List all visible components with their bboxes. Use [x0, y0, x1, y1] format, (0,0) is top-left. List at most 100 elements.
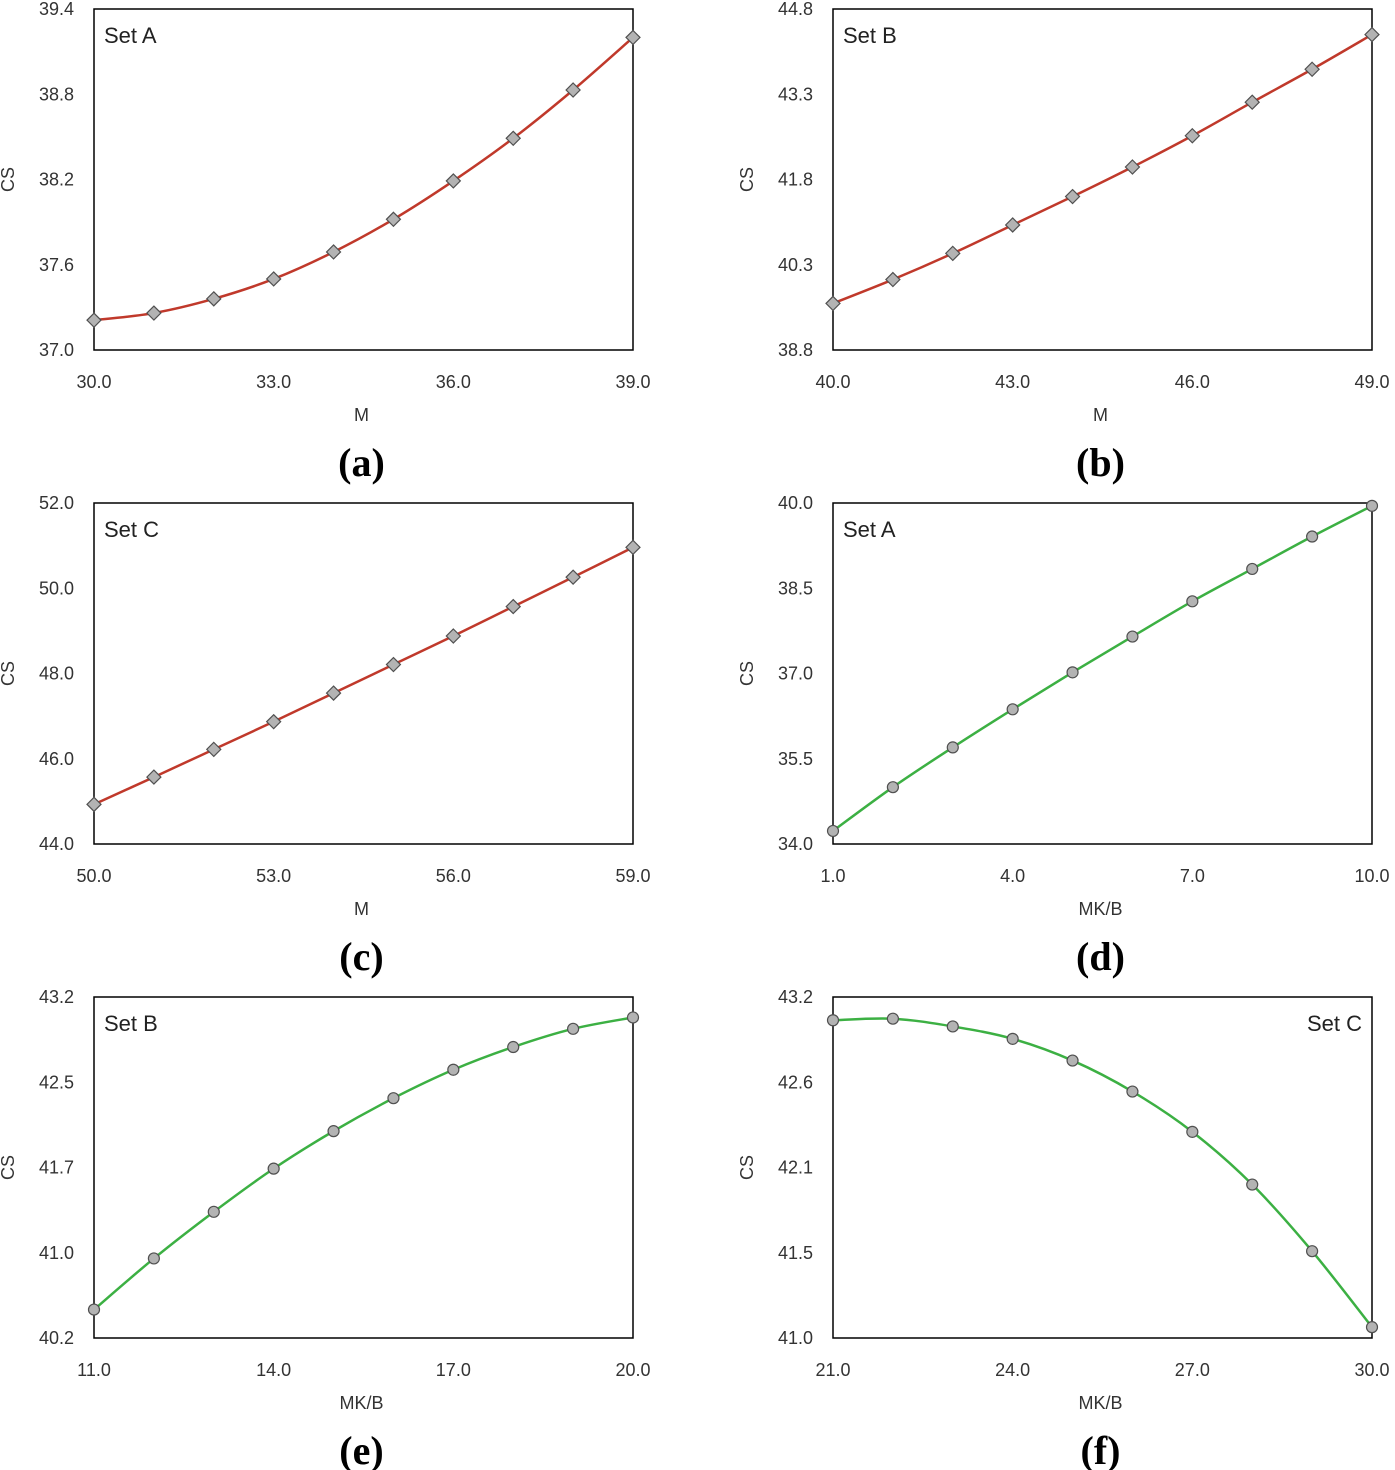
y-tick-label: 40.0: [778, 493, 813, 513]
y-tick-label: 42.1: [778, 1158, 813, 1178]
data-point: [625, 29, 641, 46]
data-point: [1365, 499, 1379, 512]
y-tick-label: 40.3: [778, 255, 813, 275]
data-point: [567, 1022, 580, 1035]
x-axis-label: MK/B: [339, 1393, 383, 1413]
y-tick-label: 50.0: [39, 578, 74, 598]
x-tick-label: 14.0: [256, 1360, 291, 1380]
set-label: Set B: [104, 1011, 158, 1036]
data-point: [146, 305, 162, 321]
data-point: [385, 211, 402, 228]
x-tick-label: 33.0: [256, 372, 291, 392]
panel-a: 37.0 37.6 38.2 38.8 39.4 30.0 33.0 36.0 39.0 M CS S…: [0, 0, 651, 485]
data-point: [1306, 1245, 1319, 1258]
y-tick-label: 39.4: [39, 0, 74, 19]
series-line: [832, 1017, 1373, 1328]
data-point: [1184, 127, 1201, 144]
y-tick-label: 48.0: [39, 664, 74, 684]
set-label: Set A: [843, 517, 896, 542]
x-tick-label: 11.0: [77, 1360, 111, 1380]
data-point: [626, 1011, 640, 1024]
panel-caption: (b): [1076, 440, 1125, 485]
y-axis-label: CS: [0, 1155, 18, 1180]
y-axis-label: CS: [737, 1155, 757, 1180]
x-tick-label: 59.0: [615, 866, 650, 886]
data-point: [1306, 530, 1319, 543]
data-point: [1246, 562, 1259, 576]
x-tick-label: 53.0: [256, 866, 291, 886]
y-tick-label: 38.8: [778, 340, 813, 360]
y-axis-label: CS: [737, 661, 757, 686]
y-tick-label: 43.3: [778, 84, 813, 104]
set-label: Set A: [104, 23, 157, 48]
data-point: [87, 1303, 101, 1316]
x-axis-label: MK/B: [1078, 899, 1122, 919]
data-point: [1006, 1032, 1019, 1045]
data-point: [265, 271, 282, 287]
y-tick-label: 52.0: [39, 493, 74, 513]
data-point: [205, 291, 222, 307]
series-line: [93, 1016, 634, 1311]
data-point: [447, 1063, 460, 1076]
data-point: [886, 781, 899, 794]
x-tick-label: 7.0: [1180, 866, 1205, 886]
data-point: [146, 769, 162, 785]
data-point: [1006, 703, 1019, 716]
y-tick-label: 42.6: [778, 1072, 813, 1092]
data-point: [944, 245, 961, 262]
y-tick-label: 37.0: [778, 664, 813, 684]
data-point: [1066, 666, 1079, 679]
y-tick-label: 37.0: [39, 340, 74, 360]
x-tick-label: 1.0: [820, 866, 845, 886]
y-tick-label: 44.0: [39, 834, 74, 854]
data-point: [205, 741, 222, 758]
y-tick-label: 41.8: [778, 170, 813, 190]
data-point: [565, 569, 581, 586]
data-point: [826, 1014, 840, 1027]
panel-e: 40.2 41.0 41.7 42.5 43.2 11.0 14.0 17.0 20.0 MK/B…: [0, 987, 651, 1470]
data-point: [445, 173, 462, 189]
data-point: [1365, 1321, 1379, 1334]
x-tick-label: 49.0: [1354, 372, 1389, 392]
x-tick-label: 17.0: [436, 1360, 471, 1380]
x-tick-label: 36.0: [436, 372, 471, 392]
data-point: [86, 312, 102, 329]
data-point: [565, 82, 581, 98]
set-label: Set C: [1307, 1011, 1362, 1036]
data-point: [1186, 1125, 1199, 1138]
y-tick-label: 41.7: [39, 1158, 74, 1178]
x-tick-label: 10.0: [1354, 866, 1389, 886]
y-tick-label: 41.5: [778, 1243, 813, 1263]
y-axis-label: CS: [0, 167, 18, 192]
x-tick-label: 30.0: [76, 372, 111, 392]
data-point: [825, 295, 841, 312]
data-point: [325, 685, 342, 701]
data-point: [1064, 188, 1081, 205]
y-tick-label: 42.5: [39, 1072, 74, 1092]
y-tick-label: 35.5: [778, 749, 813, 769]
series-line: [93, 36, 634, 322]
x-tick-label: 56.0: [436, 866, 471, 886]
y-tick-label: 37.6: [39, 255, 74, 275]
plot-frame: [832, 8, 1373, 351]
x-axis-label: M: [354, 405, 369, 425]
data-point: [387, 1092, 400, 1105]
data-point: [1246, 1178, 1259, 1191]
y-tick-label: 38.5: [778, 578, 813, 598]
plot-frame: [93, 996, 634, 1339]
x-axis-label: M: [354, 899, 369, 919]
data-point: [1244, 94, 1261, 111]
data-point: [1364, 26, 1380, 43]
y-tick-label: 40.2: [39, 1328, 74, 1348]
plot-frame: [93, 502, 634, 845]
data-point: [267, 1162, 280, 1175]
x-axis-label: M: [1093, 405, 1108, 425]
x-tick-label: 24.0: [995, 1360, 1030, 1380]
series-line: [832, 33, 1373, 305]
series-line: [93, 546, 634, 806]
series-line: [832, 504, 1373, 832]
y-tick-label: 38.8: [39, 84, 74, 104]
data-point: [86, 796, 102, 813]
data-point: [265, 713, 282, 730]
data-point: [1186, 595, 1199, 608]
